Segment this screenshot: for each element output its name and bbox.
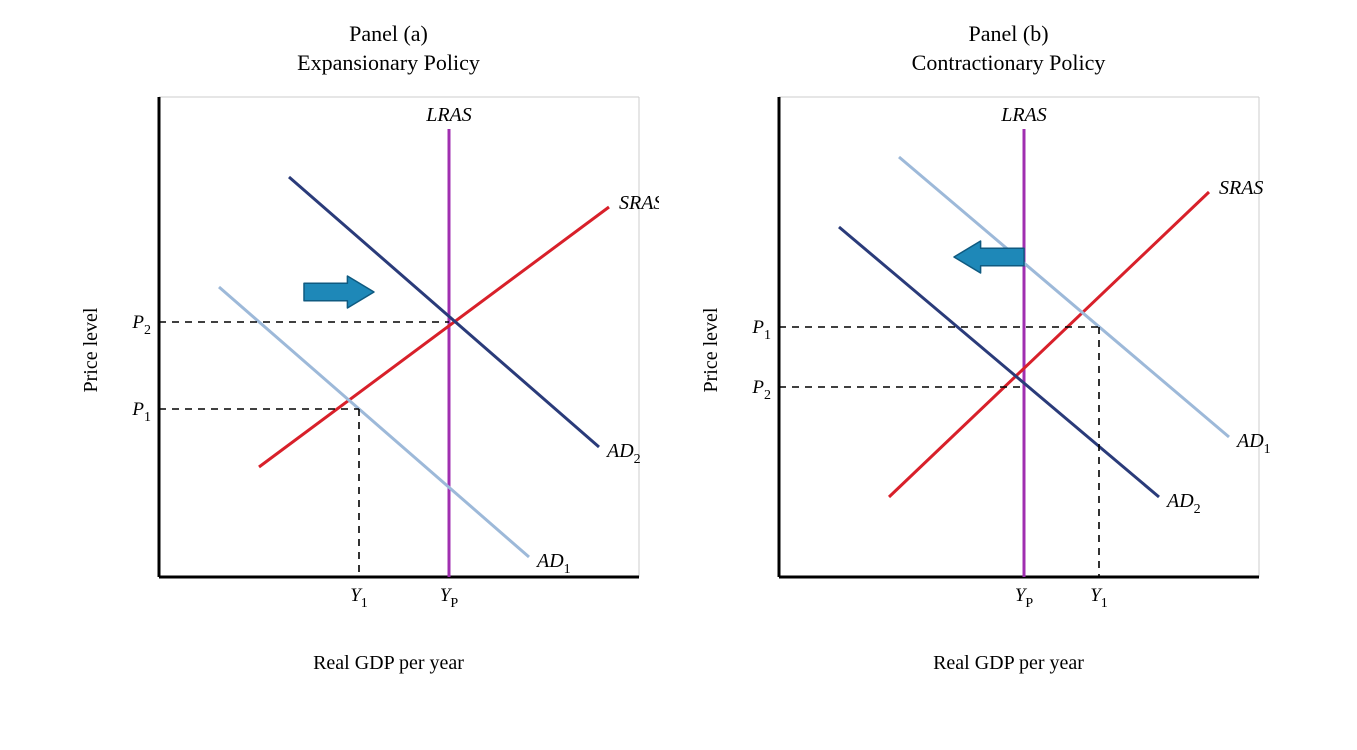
- svg-text:LRAS: LRAS: [1000, 104, 1047, 126]
- svg-text:YP: YP: [1014, 585, 1033, 607]
- panel-a-svg: LRAS SRAS AD1 AD2 P1 P2 Y1 YP: [119, 87, 659, 607]
- svg-text:P1: P1: [131, 399, 151, 425]
- panel-a-title-line1: Panel (a): [297, 20, 480, 49]
- svg-text:SRAS: SRAS: [1219, 177, 1263, 199]
- svg-text:AD2: AD2: [605, 440, 641, 467]
- svg-text:P2: P2: [131, 312, 151, 338]
- panel-a: Panel (a) Expansionary Policy Price leve…: [119, 20, 659, 675]
- panel-b-title: Panel (b) Contractionary Policy: [912, 20, 1106, 77]
- svg-text:AD1: AD1: [1235, 430, 1271, 457]
- svg-text:Y1: Y1: [1090, 585, 1108, 607]
- svg-text:P2: P2: [751, 377, 771, 403]
- panel-b-title-line2: Contractionary Policy: [912, 49, 1106, 78]
- panel-a-title-line2: Expansionary Policy: [297, 49, 480, 78]
- panel-b: Panel (b) Contractionary Policy Price le…: [739, 20, 1279, 675]
- svg-text:P1: P1: [751, 317, 771, 343]
- panel-a-title: Panel (a) Expansionary Policy: [297, 20, 480, 77]
- panel-b-chart: Price level LRASSRASAD1AD2P1P2YPY1: [739, 87, 1279, 612]
- panel-b-ylabel: Price level: [699, 307, 722, 392]
- panel-a-ylabel: Price level: [79, 307, 102, 392]
- panel-b-xlabel: Real GDP per year: [933, 652, 1084, 675]
- panel-b-svg: LRAS SRAS AD1 AD2 P1 P2 YP Y1: [739, 87, 1279, 607]
- panel-b-title-line1: Panel (b): [912, 20, 1106, 49]
- panel-a-chart: Price level LRASSRASAD1AD2P1P2Y1YP: [119, 87, 659, 612]
- svg-text:AD1: AD1: [535, 550, 571, 577]
- svg-text:SRAS: SRAS: [619, 192, 659, 214]
- panel-a-xlabel: Real GDP per year: [313, 652, 464, 675]
- svg-text:Y1: Y1: [350, 585, 368, 607]
- svg-text:LRAS: LRAS: [425, 104, 472, 126]
- svg-text:YP: YP: [439, 585, 458, 607]
- figure-container: Panel (a) Expansionary Policy Price leve…: [20, 20, 1357, 675]
- svg-text:AD2: AD2: [1165, 490, 1201, 517]
